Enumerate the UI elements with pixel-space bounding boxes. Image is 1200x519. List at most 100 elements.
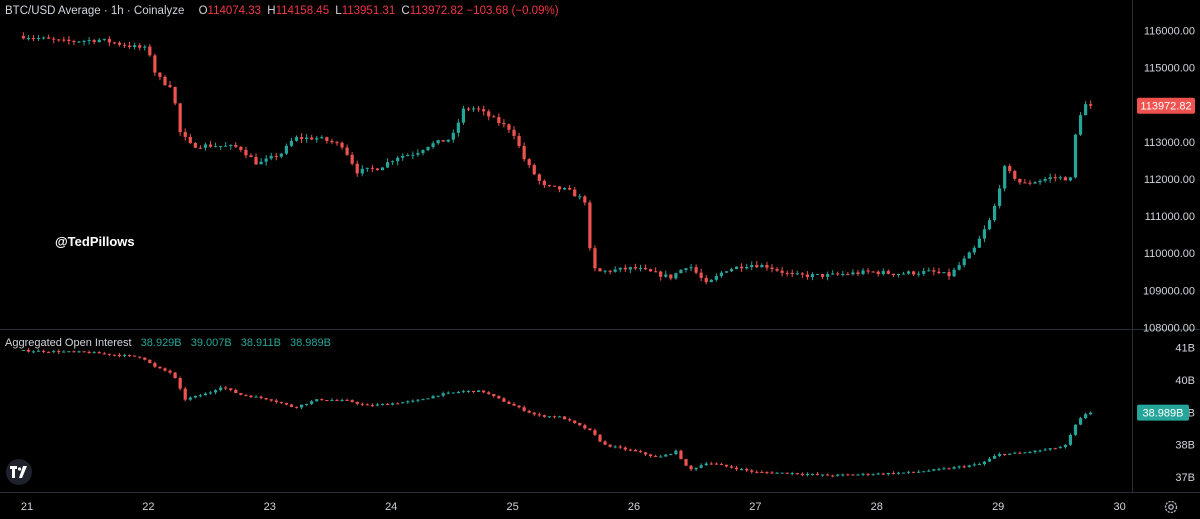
price-candle [1018, 178, 1022, 183]
oi-candle [168, 370, 172, 373]
price-candle [305, 137, 309, 139]
oi-candle [279, 402, 283, 404]
oi-candle [1018, 452, 1022, 454]
price-candle [193, 143, 197, 148]
oi-candle [259, 396, 263, 399]
oi-candle [805, 474, 809, 476]
gear-icon[interactable] [1163, 499, 1179, 515]
price-candle [740, 266, 744, 269]
price-candle [745, 266, 749, 269]
oi-candle [396, 403, 400, 405]
price-candle [1033, 182, 1037, 184]
price-candle [497, 117, 501, 124]
price-candle [122, 44, 127, 46]
price-candle [674, 273, 678, 279]
oi-candle [1078, 418, 1083, 425]
oi-candle [446, 392, 450, 394]
price-candle [77, 41, 81, 43]
oi-candle [345, 399, 349, 401]
oi-candle [330, 400, 334, 402]
oi-candle [593, 430, 597, 435]
price-candle [1063, 177, 1067, 181]
oi-candle [618, 446, 622, 448]
oi-candle [254, 396, 258, 398]
oi-candle [901, 472, 906, 474]
price-candle [158, 72, 162, 77]
oi-candle [406, 401, 410, 403]
price-candle [851, 272, 855, 275]
oi-candle [234, 389, 238, 394]
price-candle [57, 39, 61, 41]
price-candle [537, 174, 541, 181]
oi-candle [365, 404, 369, 406]
oi-candle [249, 395, 253, 398]
price-candle [957, 265, 961, 270]
oi-candle [26, 350, 31, 352]
oi-candle [932, 469, 936, 471]
oi-candle [694, 467, 698, 470]
price-candle [568, 187, 572, 190]
price-candle [998, 188, 1002, 206]
oi-candle [856, 474, 860, 476]
oi-candle [1089, 412, 1093, 415]
price-candle [831, 273, 835, 275]
price-candle [26, 38, 31, 40]
oi-candle [831, 475, 835, 477]
price-candle [426, 146, 430, 151]
oi-candle [224, 387, 228, 389]
oi-candle [912, 471, 916, 473]
price-candle [1058, 177, 1062, 179]
oi-candle [704, 463, 708, 466]
price-candle [92, 40, 96, 43]
oi-candle [461, 391, 466, 393]
price-candle [143, 46, 147, 48]
price-candle [1043, 178, 1047, 181]
oi-candle [77, 351, 81, 353]
oi-candle [992, 455, 997, 459]
oi-candle [436, 395, 440, 397]
price-candle [168, 85, 172, 88]
ohlc-change-value: −103.68 (−0.09%) [466, 5, 559, 17]
oi-candle [112, 354, 117, 356]
oi-candle [143, 357, 147, 360]
price-candle [891, 273, 895, 276]
oi-candle [765, 472, 769, 474]
price-candle [573, 189, 577, 197]
price-candle [881, 271, 885, 275]
oi-close-value: 38.989B [289, 337, 331, 349]
price-candle [330, 140, 334, 143]
price-candle [401, 155, 405, 158]
oi-candle [264, 398, 268, 400]
price-candle [1053, 177, 1057, 179]
price-candle [648, 269, 653, 272]
oi-candle [633, 450, 638, 452]
price-candle [815, 274, 820, 276]
price-candle [588, 202, 592, 249]
price-candle [719, 272, 724, 277]
oi-candle [117, 354, 122, 356]
oi-candle [679, 450, 683, 460]
oi-legend: Aggregated Open Interest 38.929B 39.007B… [5, 337, 337, 349]
price-candle [360, 168, 364, 174]
oi-candle [775, 472, 779, 474]
oi-candle [153, 362, 157, 367]
oi-candle [552, 416, 557, 418]
oi-candle [603, 441, 607, 445]
oi-candle [497, 396, 501, 399]
price-candle [112, 42, 117, 44]
oi-candle [659, 456, 663, 458]
oi-candle [583, 425, 587, 429]
price-candle [608, 270, 612, 272]
price-candle [613, 269, 617, 272]
oi-candle [97, 352, 101, 354]
tradingview-logo-icon[interactable] [6, 459, 32, 485]
price-candle [699, 272, 703, 278]
oi-candle [310, 401, 314, 404]
price-candle [492, 116, 496, 118]
oi-candle [122, 355, 127, 357]
oi-candle [456, 392, 460, 394]
price-candle [416, 153, 420, 155]
oi-candle [836, 474, 840, 476]
price-candle [219, 146, 223, 148]
